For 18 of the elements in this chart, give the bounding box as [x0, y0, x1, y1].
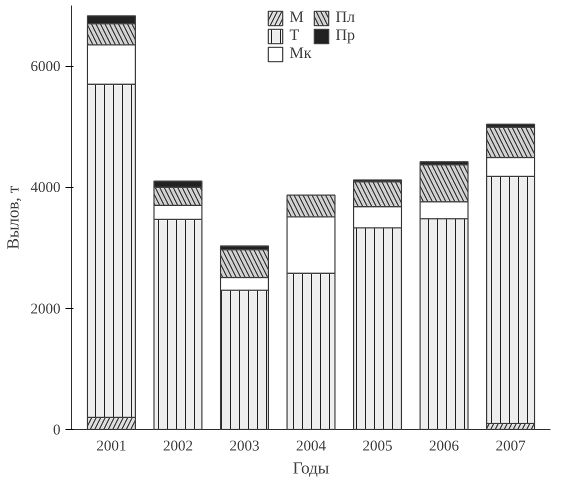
legend-label: Пл	[336, 9, 356, 27]
y-tick-label: 4000	[30, 180, 60, 196]
x-tick-label: 2006	[429, 438, 460, 454]
legend-label: Мк	[290, 45, 312, 63]
y-tick-label: 2000	[30, 301, 60, 318]
x-tick-label: 2003	[229, 438, 260, 454]
y-tick-label: 0	[53, 422, 60, 438]
legend-label: Пр	[336, 27, 356, 45]
x-tick-label: 2001	[96, 438, 126, 454]
x-axis-title: Годы	[292, 458, 330, 478]
x-tick-label: 2004	[296, 438, 326, 454]
x-tick-label: 2005	[362, 438, 393, 454]
legend-label: Т	[290, 27, 300, 45]
y-axis-title: Вылов, т	[4, 185, 22, 250]
y-tick-label: 6000	[30, 59, 60, 76]
x-tick-label: 2002	[162, 438, 193, 454]
legend-label: М	[290, 9, 305, 27]
x-tick-label: 2007	[496, 438, 526, 454]
